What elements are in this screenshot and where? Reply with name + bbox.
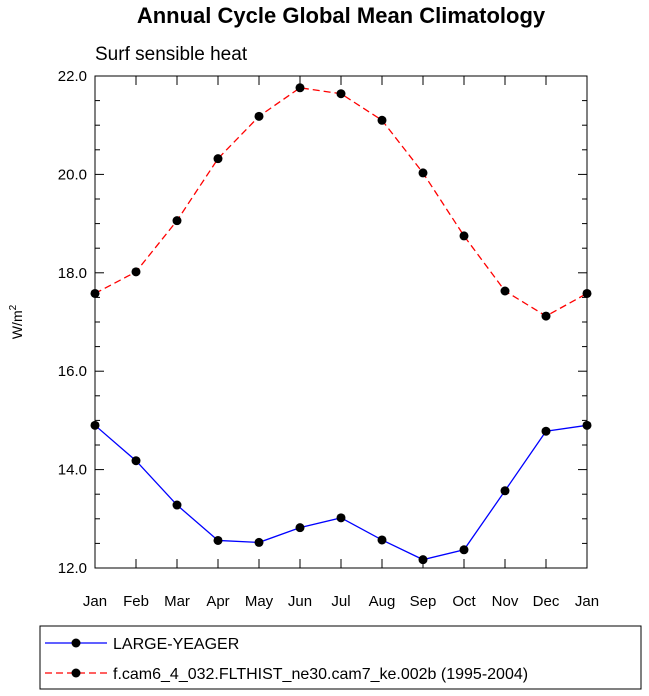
data-point-series-0 bbox=[459, 545, 469, 555]
data-point-series-1 bbox=[131, 267, 141, 277]
y-tick-label: 18.0 bbox=[58, 265, 87, 282]
data-point-series-1 bbox=[459, 231, 469, 241]
x-tick-label: Nov bbox=[492, 593, 519, 610]
data-point-series-0 bbox=[500, 486, 510, 496]
y-axis-label-superscript: 2 bbox=[8, 304, 19, 310]
chart-title: Annual Cycle Global Mean Climatology bbox=[137, 3, 546, 28]
x-tick-label: Feb bbox=[123, 593, 149, 610]
x-tick-label: Jan bbox=[83, 593, 107, 610]
data-point-series-0 bbox=[90, 420, 100, 430]
data-point-series-1 bbox=[377, 115, 387, 125]
legend: LARGE-YEAGER f.cam6_4_032.FLTHIST_ne30.c… bbox=[39, 625, 642, 690]
data-point-series-0 bbox=[254, 537, 264, 547]
data-point-series-1 bbox=[336, 89, 346, 99]
legend-marker-large-yeager bbox=[71, 638, 81, 648]
y-tick-label: 12.0 bbox=[58, 560, 87, 577]
data-point-series-0 bbox=[172, 500, 182, 510]
data-point-series-0 bbox=[541, 426, 551, 436]
legend-box bbox=[39, 625, 642, 690]
data-point-series-0 bbox=[295, 523, 305, 533]
x-tick-label: Mar bbox=[164, 593, 190, 610]
x-tick-label: Apr bbox=[206, 593, 229, 610]
data-point-series-1 bbox=[582, 288, 592, 298]
y-tick-label: 20.0 bbox=[58, 166, 87, 183]
data-point-series-1 bbox=[172, 216, 182, 226]
plot-frame bbox=[94, 75, 588, 569]
x-tick-label: Dec bbox=[533, 593, 560, 610]
data-point-series-1 bbox=[295, 83, 305, 93]
svg-text:W/m2: W/m2 bbox=[8, 304, 25, 339]
data-point-series-1 bbox=[541, 311, 551, 321]
x-tick-label: May bbox=[245, 593, 274, 610]
data-point-series-1 bbox=[500, 286, 510, 296]
data-point-series-0 bbox=[377, 535, 387, 545]
y-tick-label: 22.0 bbox=[58, 68, 87, 85]
data-point-series-1 bbox=[213, 154, 223, 164]
x-tick-label: Jul bbox=[331, 593, 350, 610]
series-line-1 bbox=[94, 87, 588, 317]
data-point-series-0 bbox=[213, 535, 223, 545]
legend-label-cam6: f.cam6_4_032.FLTHIST_ne30.cam7_ke.002b (… bbox=[113, 666, 528, 683]
y-axis-label-text: W/m bbox=[9, 310, 25, 339]
data-point-series-0 bbox=[418, 555, 428, 565]
x-tick-label: Sep bbox=[410, 593, 437, 610]
data-point-series-1 bbox=[90, 288, 100, 298]
x-tick-label: Oct bbox=[452, 593, 476, 610]
chart-subtitle: Surf sensible heat bbox=[95, 44, 248, 65]
x-tick-label: Jun bbox=[288, 593, 312, 610]
y-axis-label: W/m2 bbox=[8, 304, 25, 339]
series-layer bbox=[90, 83, 592, 565]
data-point-series-1 bbox=[418, 168, 428, 178]
legend-label-large-yeager: LARGE-YEAGER bbox=[113, 636, 239, 653]
y-tick-label: 16.0 bbox=[58, 363, 87, 380]
x-tick-label: Jan bbox=[575, 593, 599, 610]
legend-marker-cam6 bbox=[71, 668, 81, 678]
y-tick-label: 14.0 bbox=[58, 462, 87, 479]
data-point-series-0 bbox=[131, 456, 141, 466]
data-point-series-0 bbox=[582, 420, 592, 430]
data-point-series-1 bbox=[254, 111, 264, 121]
axes: 12.0 14.0 16.0 18.0 20.0 22.0 Jan Feb Mar Apr May J… bbox=[58, 68, 599, 610]
data-point-series-0 bbox=[336, 513, 346, 523]
series-line-0 bbox=[94, 424, 588, 561]
x-tick-label: Aug bbox=[369, 593, 396, 610]
